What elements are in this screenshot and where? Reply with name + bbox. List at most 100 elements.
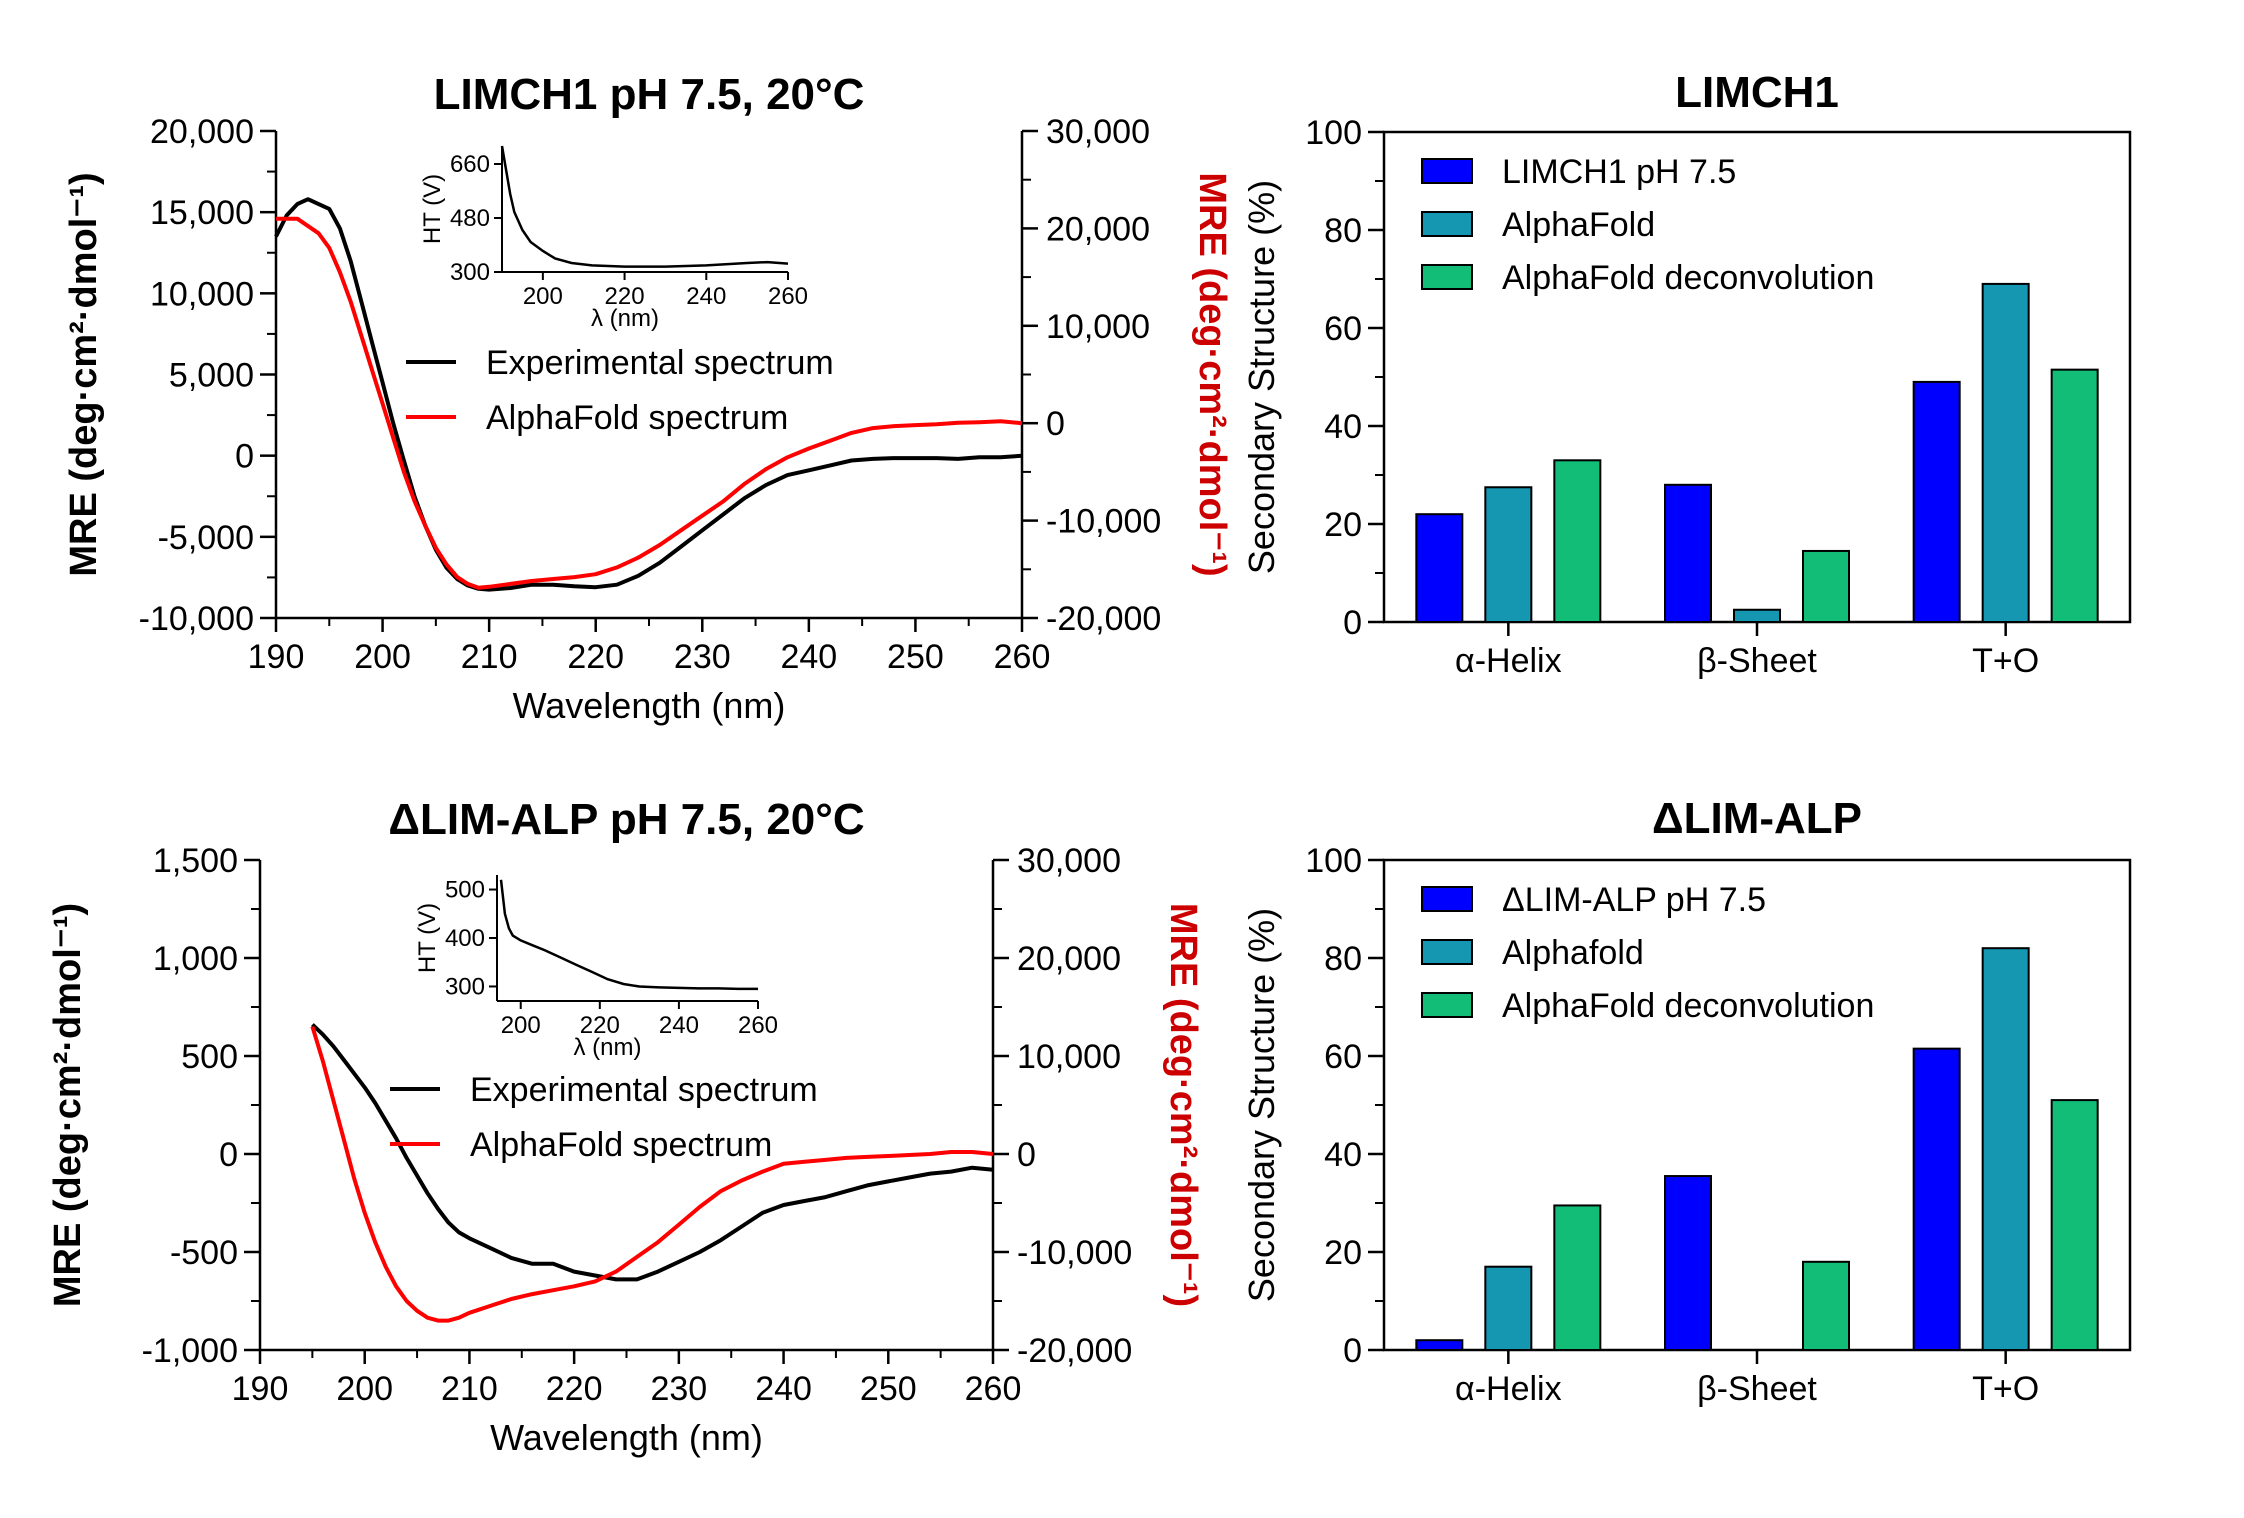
x-tick-label: 190 — [232, 1370, 289, 1408]
y-left-tick-label: 20,000 — [150, 113, 254, 151]
y-left-tick-label: 0 — [219, 1136, 238, 1174]
inset-x-axis-title: λ (nm) — [591, 305, 659, 332]
inset-x-tick-label: 200 — [501, 1012, 541, 1039]
y-left-tick-label: -5,000 — [158, 519, 254, 557]
x-tick-label: 260 — [965, 1370, 1022, 1408]
x-tick-label: 240 — [755, 1370, 812, 1408]
bar-alphafold — [1484, 1265, 1533, 1351]
x-tick-label: 200 — [336, 1370, 393, 1408]
chart-title: ΔLIM-ALP — [1652, 794, 1862, 843]
y-right-axis-title: MRE (deg·cm²·dmol⁻¹) — [1162, 903, 1204, 1307]
inset-y-tick-label: 400 — [445, 925, 485, 952]
bar-alphafold — [1733, 608, 1781, 623]
alphafold-spectrum-line — [276, 216, 1023, 590]
inset-x-tick-label: 240 — [659, 1012, 699, 1039]
legend-swatch — [1421, 992, 1473, 1018]
y-right-tick-label: -10,000 — [1046, 503, 1161, 541]
legend-label: AlphaFold spectrum — [470, 1126, 772, 1164]
x-axis-title: Wavelength (nm) — [513, 685, 786, 726]
bar-experimental — [1912, 380, 1961, 623]
bar-deconvolution — [1802, 1260, 1850, 1352]
y-left-tick-label: 1,500 — [153, 842, 238, 880]
legend-swatch — [1421, 939, 1473, 965]
x-category-label: T+O — [1972, 1370, 2039, 1408]
inset-plot: 200 220 240 260 300 480 660 λ (nm) HT (V) — [419, 145, 808, 332]
chart-title: ΔLIM-ALP pH 7.5, 20°C — [388, 795, 864, 844]
inset-x-tick-label: 240 — [686, 283, 726, 310]
inset-plot: 200 220 240 260 300 400 500 λ (nm) HT (V) — [414, 875, 778, 1061]
inset-y-tick-label: 480 — [450, 205, 490, 232]
x-tick-label: 240 — [780, 638, 837, 676]
y-tick-label: 100 — [1305, 114, 1362, 152]
y-right-tick-label: 20,000 — [1017, 940, 1121, 978]
bar-experimental — [1415, 1339, 1464, 1351]
x-tick-label: 230 — [650, 1370, 707, 1408]
legend-label: AlphaFold deconvolution — [1502, 259, 1874, 297]
y-axis-title: Secondary Structure (%) — [1241, 180, 1282, 574]
legend-label: LIMCH1 pH 7.5 — [1502, 153, 1736, 191]
y-left-tick-label: -500 — [170, 1234, 238, 1272]
x-tick-label: 190 — [248, 638, 305, 676]
experimental-spectrum-line — [311, 1023, 994, 1282]
y-tick-label: 60 — [1324, 1038, 1362, 1076]
x-tick-label: 200 — [354, 638, 411, 676]
bar-experimental — [1912, 1047, 1961, 1352]
x-category-label: α-Helix — [1455, 1370, 1562, 1408]
y-left-tick-label: 10,000 — [150, 275, 254, 313]
y-right-tick-label: -20,000 — [1046, 600, 1161, 638]
legend-label: ΔLIM-ALP pH 7.5 — [1502, 881, 1766, 919]
inset-x-tick-label: 260 — [768, 283, 808, 310]
y-left-tick-label: 500 — [181, 1038, 238, 1076]
x-tick-label: 230 — [674, 638, 731, 676]
experimental-spectrum-line — [274, 197, 1023, 592]
inset-x-tick-label: 220 — [605, 283, 645, 310]
x-category-label: β-Sheet — [1697, 1370, 1817, 1408]
y-left-axis-title: MRE (deg·cm²·dmol⁻¹) — [47, 903, 89, 1307]
y-right-tick-label: 30,000 — [1046, 113, 1150, 151]
y-right-tick-label: 20,000 — [1046, 210, 1150, 248]
y-left-tick-label: 0 — [235, 438, 254, 476]
bar-alphafold — [1484, 486, 1533, 623]
inset-y-axis-title: HT (V) — [414, 903, 441, 973]
inset-x-tick-label: 260 — [738, 1012, 778, 1039]
x-category-label: β-Sheet — [1697, 642, 1817, 680]
y-right-tick-label: 0 — [1046, 405, 1065, 443]
x-category-label: T+O — [1972, 642, 2039, 680]
y-axis-title: Secondary Structure (%) — [1241, 908, 1282, 1302]
bar-alphafold — [1981, 282, 2030, 623]
y-right-tick-label: 30,000 — [1017, 842, 1121, 880]
bar-experimental — [1415, 513, 1464, 624]
legend-label: Experimental spectrum — [470, 1071, 818, 1109]
bar-deconvolution — [1802, 549, 1850, 624]
bar-panel-bar-dlimalp: ΔLIM-ALP 0 20 40 60 80 100 Secondary Structure … — [1241, 794, 2132, 1408]
y-right-tick-label: -20,000 — [1017, 1332, 1132, 1370]
x-category-label: α-Helix — [1455, 642, 1562, 680]
y-tick-label: 40 — [1324, 408, 1362, 446]
x-tick-label: 210 — [461, 638, 518, 676]
cd-panel-cd-limch1: LIMCH1 pH 7.5, 20°C 190 200 210 220 230 240 250… — [63, 70, 1233, 726]
legend-swatch — [1421, 158, 1473, 184]
inset-x-tick-label: 200 — [523, 283, 563, 310]
bar-panel-bar-limch1: LIMCH1 0 20 40 60 80 100 Secondary Structure (%… — [1241, 68, 2132, 680]
y-left-tick-label: -1,000 — [142, 1332, 238, 1370]
inset-x-axis-title: λ (nm) — [574, 1034, 642, 1061]
legend-swatch — [1421, 211, 1473, 237]
y-right-tick-label: 10,000 — [1046, 308, 1150, 346]
inset-y-tick-label: 300 — [445, 973, 485, 1000]
y-tick-label: 0 — [1343, 604, 1362, 642]
y-tick-label: 40 — [1324, 1136, 1362, 1174]
legend-label: Alphafold — [1502, 934, 1644, 972]
x-tick-label: 220 — [546, 1370, 603, 1408]
x-tick-label: 250 — [860, 1370, 917, 1408]
chart-title: LIMCH1 — [1675, 68, 1839, 117]
bar-experimental — [1664, 1175, 1712, 1352]
y-tick-label: 80 — [1324, 940, 1362, 978]
bar-deconvolution — [1553, 459, 1602, 623]
y-tick-label: 0 — [1343, 1332, 1362, 1370]
legend-label: AlphaFold spectrum — [486, 399, 788, 437]
y-left-tick-label: 15,000 — [150, 194, 254, 232]
y-left-axis-title: MRE (deg·cm²·dmol⁻¹) — [63, 172, 105, 576]
y-tick-label: 100 — [1305, 842, 1362, 880]
